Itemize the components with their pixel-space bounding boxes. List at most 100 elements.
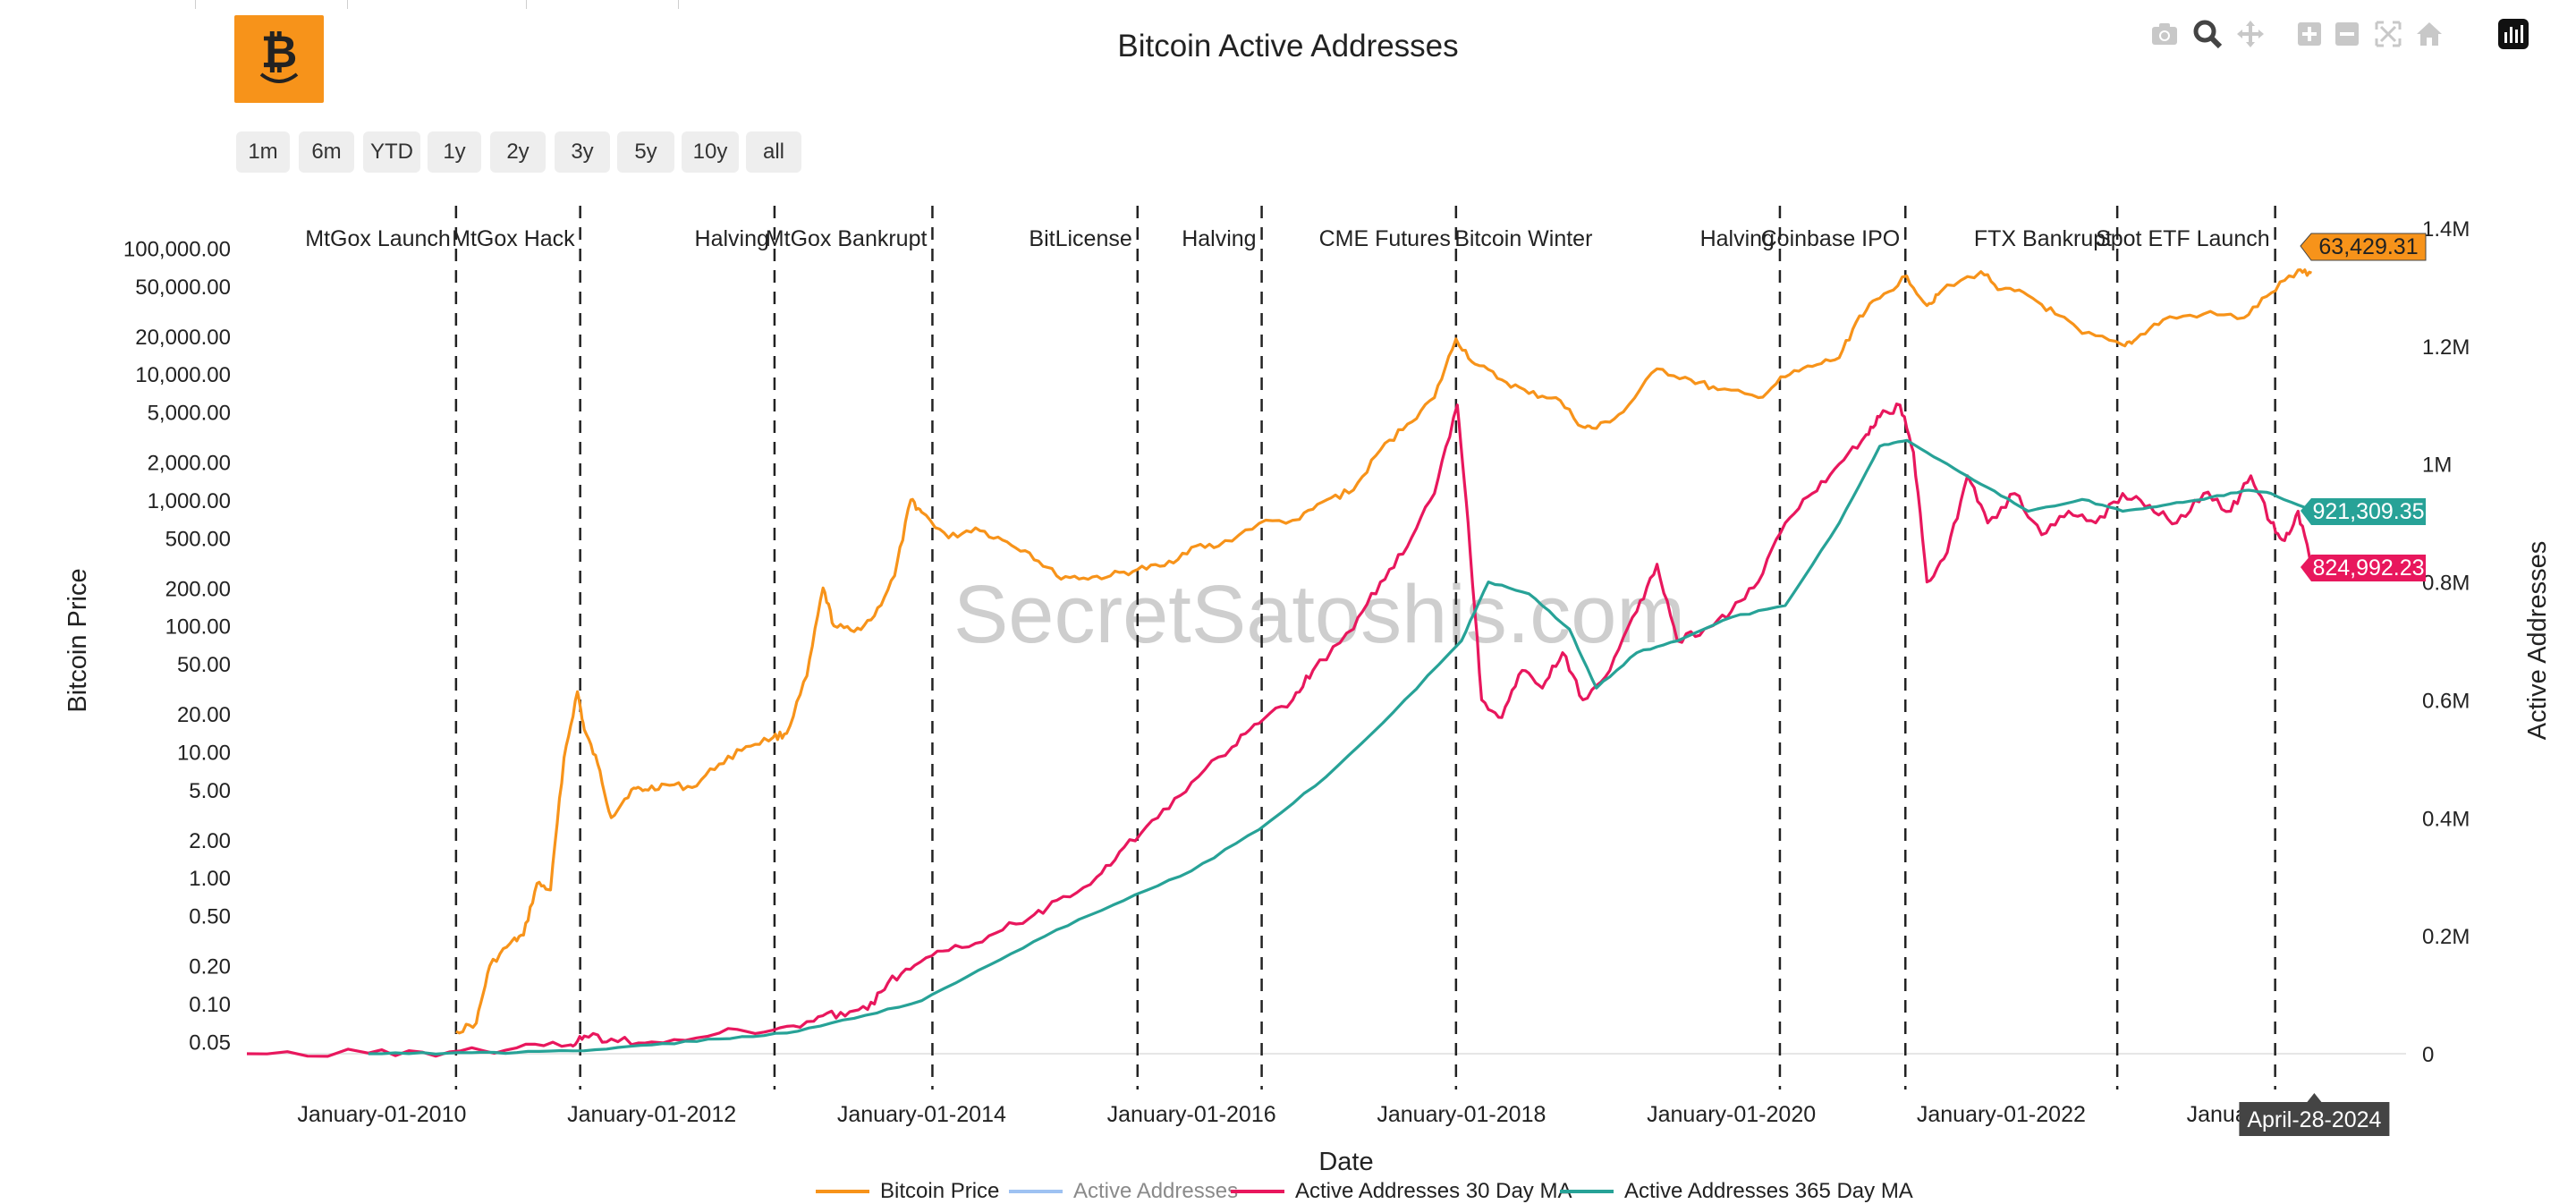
hover-x-label-bg xyxy=(2239,1093,2390,1136)
last-value-tag: 824,992.23 xyxy=(2301,555,2426,581)
range-button-6m[interactable]: 6m xyxy=(299,131,354,173)
y2-axis-label: Active Addresses xyxy=(2523,541,2552,740)
y-tick-label: 2.00 xyxy=(189,829,231,853)
range-button-3y[interactable]: 3y xyxy=(555,131,610,173)
legend-label: Active Addresses 365 Day MA xyxy=(1624,1179,1913,1203)
y2-tick-label: 1.4M xyxy=(2422,217,2470,242)
y-tick-label: 20,000.00 xyxy=(135,326,231,350)
y-tick-label: 1,000.00 xyxy=(148,489,231,513)
legend-swatch-ma30 xyxy=(1231,1190,1284,1193)
browser-tab-strip xyxy=(0,0,716,9)
y-tick-label: 0.50 xyxy=(189,905,231,929)
range-button-ytd[interactable]: YTD xyxy=(363,131,420,173)
chart-title: Bitcoin Active Addresses xyxy=(1117,29,1459,64)
site-logo[interactable]: ₿ xyxy=(234,15,324,103)
y-tick-label: 0.10 xyxy=(189,993,231,1017)
event-label: Halving xyxy=(695,226,769,251)
legend-swatch-price xyxy=(816,1190,869,1193)
event-label: CME Futures xyxy=(1319,226,1451,251)
legend-label: Bitcoin Price xyxy=(880,1179,1000,1203)
annotation-label: Bitcoin Winter xyxy=(1454,226,1592,251)
range-button-1y[interactable]: 1y xyxy=(428,131,481,173)
y-tick-label: 1.00 xyxy=(189,867,231,891)
y-tick-label: 0.05 xyxy=(189,1030,231,1055)
last-value-tag: 921,309.35 xyxy=(2301,498,2426,525)
last-value-tag-label: 63,429.31 xyxy=(2318,234,2418,259)
x-axis-label: Date xyxy=(1318,1148,1373,1176)
y-tick-label: 100.00 xyxy=(165,615,231,640)
camera-icon[interactable] xyxy=(2147,16,2182,52)
y-tick-label: 20.00 xyxy=(177,703,231,727)
event-label: Halving xyxy=(1700,226,1775,251)
x-tick-label: January-01-2022 xyxy=(1917,1102,2086,1127)
event-label: Halving xyxy=(1182,226,1256,251)
bitcoin-logo-icon: ₿ xyxy=(259,26,299,83)
legend-swatch-ma365 xyxy=(1560,1190,1614,1193)
y-tick-label: 0.20 xyxy=(189,955,231,979)
zoom-icon[interactable] xyxy=(2190,16,2225,52)
y-tick-label: 100,000.00 xyxy=(123,237,231,261)
event-label: Coinbase IPO xyxy=(1761,226,1901,251)
home-icon[interactable] xyxy=(2411,16,2447,52)
range-button-all[interactable]: all xyxy=(746,131,801,173)
event-label: BitLicense xyxy=(1029,226,1131,251)
legend-label: Active Addresses xyxy=(1073,1179,1239,1203)
legend-item-ma30[interactable]: Active Addresses 30 Day MA xyxy=(1231,1179,1572,1204)
y-tick-label: 50.00 xyxy=(177,653,231,677)
event-label: Spot ETF Launch xyxy=(2096,226,2270,251)
legend-item-active-addresses[interactable]: Active Addresses xyxy=(1009,1179,1238,1204)
plotly-logo-icon[interactable] xyxy=(2496,16,2531,52)
y2-tick-label: 0.8M xyxy=(2422,572,2470,596)
y-tick-label: 10.00 xyxy=(177,741,231,765)
series-line xyxy=(368,438,2313,1056)
y-axis-label: Bitcoin Price xyxy=(64,568,92,712)
zoom-out-icon[interactable] xyxy=(2329,16,2365,52)
last-value-tag-label: 824,992.23 xyxy=(2312,555,2424,581)
last-value-tag: 63,429.31 xyxy=(2300,233,2427,274)
x-tick-label: January-01-2012 xyxy=(567,1102,736,1127)
x-tick-label: January-01-2016 xyxy=(1107,1102,1276,1127)
y-tick-label: 2,000.00 xyxy=(148,452,231,476)
last-value-tag-bg xyxy=(2301,555,2426,581)
tab-divider xyxy=(347,0,348,9)
y-tick-label: 200.00 xyxy=(165,577,231,601)
range-button-10y[interactable]: 10y xyxy=(682,131,739,173)
range-button-5y[interactable]: 5y xyxy=(617,131,674,173)
autoscale-icon[interactable] xyxy=(2370,16,2406,52)
pan-icon[interactable] xyxy=(2233,16,2268,52)
event-label: MtGox Launch xyxy=(305,226,451,251)
legend-item-ma365[interactable]: Active Addresses 365 Day MA xyxy=(1560,1179,1913,1204)
hover-x-label-text: April-28-2024 xyxy=(2247,1107,2381,1132)
event-label: FTX Bankrupt xyxy=(1974,226,2112,251)
x-tick-label: January-01-2010 xyxy=(297,1102,466,1127)
watermark: SecretSatoshis.com xyxy=(953,569,1685,660)
tab-divider xyxy=(195,0,196,9)
logo-symbol: ₿ xyxy=(261,26,298,78)
legend-item-bitcoin-price[interactable]: Bitcoin Price xyxy=(816,1179,999,1204)
hover-x-label: April-28-2024 xyxy=(2239,1093,2390,1136)
range-button-1m[interactable]: 1m xyxy=(236,131,290,173)
tab-divider xyxy=(678,0,679,9)
tab-divider xyxy=(526,0,527,9)
last-value-tag-label: 921,309.35 xyxy=(2312,499,2424,524)
y-tick-label: 5.00 xyxy=(189,779,231,803)
y-tick-label: 50,000.00 xyxy=(135,276,231,300)
y2-tick-label: 1.2M xyxy=(2422,335,2470,360)
y2-tick-label: 0.2M xyxy=(2422,925,2470,949)
y2-tick-label: 0.4M xyxy=(2422,807,2470,831)
x-tick-label: January-01-2020 xyxy=(1647,1102,1816,1127)
event-label: MtGox Bankrupt xyxy=(766,226,928,251)
legend-swatch-active xyxy=(1009,1190,1063,1193)
legend-label: Active Addresses 30 Day MA xyxy=(1295,1179,1572,1203)
series-line xyxy=(246,403,2313,1058)
zoom-in-icon[interactable] xyxy=(2292,16,2327,52)
x-tick-label: January-01-2018 xyxy=(1377,1102,1546,1127)
range-button-2y[interactable]: 2y xyxy=(490,131,546,173)
series-line xyxy=(455,268,2312,1035)
event-label: MtGox Hack xyxy=(452,226,575,251)
y2-tick-label: 1M xyxy=(2422,454,2452,478)
y2-tick-label: 0.6M xyxy=(2422,689,2470,713)
y2-tick-label: 0 xyxy=(2422,1043,2434,1067)
x-tick-label: January-01-2014 xyxy=(837,1102,1006,1127)
